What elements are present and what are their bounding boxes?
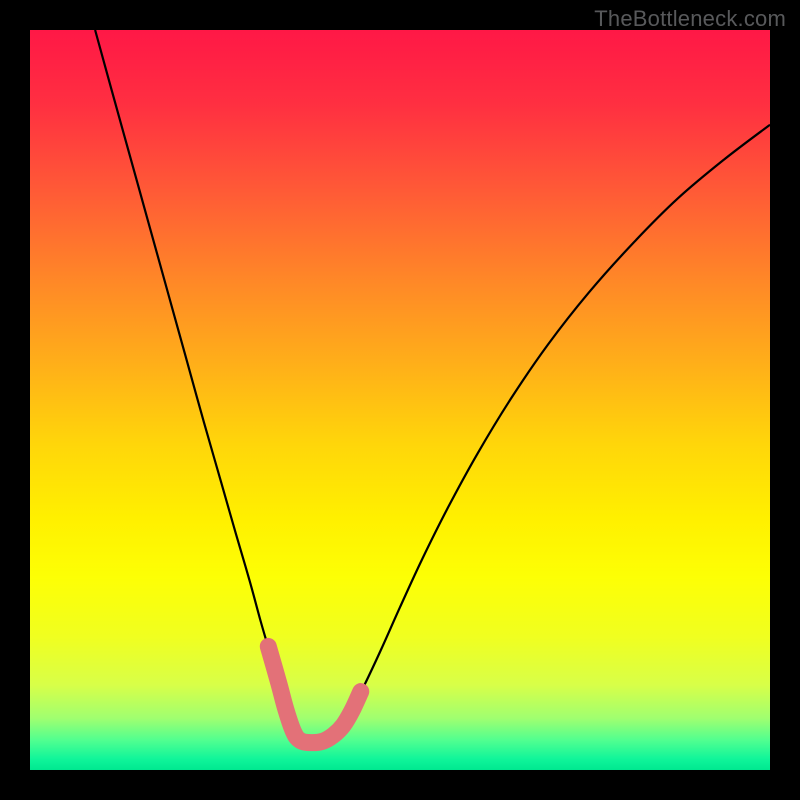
watermark-text: TheBottleneck.com bbox=[594, 6, 786, 32]
optimal-range-marker bbox=[268, 646, 361, 742]
plot-area bbox=[30, 30, 770, 770]
chart-frame bbox=[0, 0, 800, 800]
bottleneck-curve bbox=[95, 30, 770, 742]
curves-layer bbox=[30, 30, 770, 770]
